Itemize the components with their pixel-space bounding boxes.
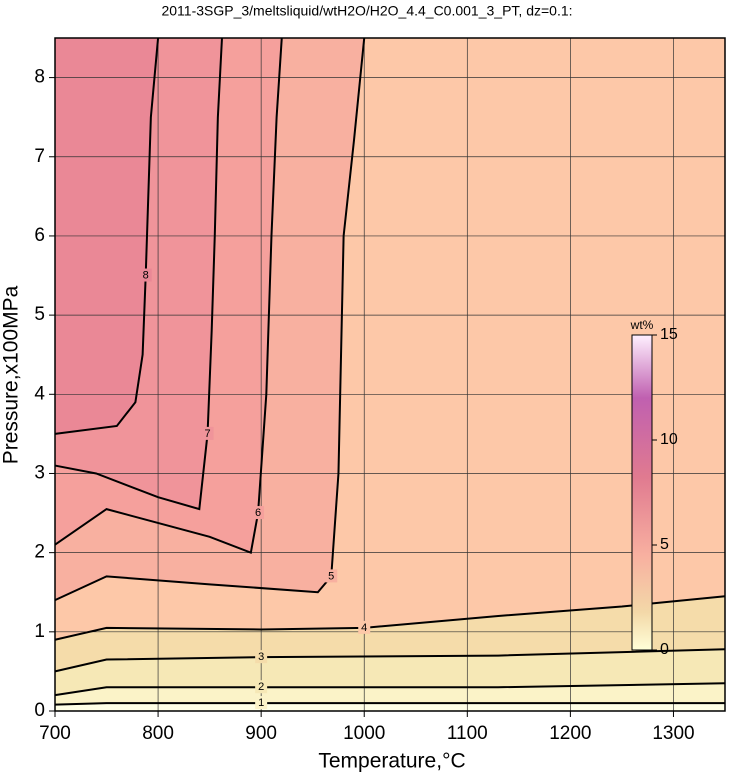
- colorbar-tick-label: 10: [660, 431, 678, 448]
- contour-label-box: [325, 569, 338, 583]
- colorbar-tick-label: 0: [660, 641, 669, 658]
- x-tick-label: 700: [39, 723, 71, 744]
- contour-label-box: [255, 696, 268, 710]
- contour-label: 1: [258, 697, 264, 709]
- contour-label-box: [139, 268, 152, 282]
- colorbar-label: wt%: [630, 318, 654, 332]
- x-tick-label: 1100: [447, 723, 488, 744]
- contour-label: 2: [258, 681, 264, 693]
- x-tick-label: 800: [142, 723, 174, 744]
- y-tick-label: 0: [34, 700, 45, 721]
- y-tick-label: 7: [34, 146, 45, 167]
- contour-label: 5: [328, 570, 334, 582]
- colorbar-scale: [631, 334, 653, 651]
- colorbar-tick-label: 5: [660, 536, 669, 553]
- contour-line: [54, 37, 160, 435]
- contour-label-box: [255, 680, 268, 694]
- contour-label: 6: [255, 507, 261, 519]
- y-tick-label: 4: [34, 383, 45, 404]
- y-tick-label: 2: [34, 542, 45, 563]
- contour-label-box: [358, 620, 371, 634]
- x-axis-label: Temperature,°C: [318, 750, 465, 773]
- contour-label-box: [201, 426, 214, 440]
- contour-label-box: [255, 650, 268, 664]
- chart-title: 2011-3SGP_3/meltsliquid/wtH2O/H2O_4.4_C0…: [161, 3, 572, 19]
- y-tick-label: 1: [34, 621, 45, 642]
- y-tick-label: 3: [34, 462, 45, 483]
- y-tick-label: 8: [34, 67, 45, 88]
- x-tick-label: 1300: [652, 723, 694, 744]
- contour-label-box: [252, 506, 265, 520]
- plot-frame: [54, 37, 726, 712]
- y-tick-label: 5: [34, 304, 45, 325]
- y-axis-label: Pressure,x100MPa: [0, 285, 23, 464]
- x-tick-label: 900: [245, 723, 277, 744]
- contour-label: 3: [258, 651, 264, 663]
- colorbar-tick-label: 15: [660, 326, 678, 343]
- x-tick-label: 1200: [549, 723, 591, 744]
- plot-area: 1 2 3 4 5 6 7 8: [54, 37, 726, 712]
- contour-label: 4: [361, 622, 367, 634]
- contour-label: 8: [143, 269, 149, 281]
- contour-label: 7: [204, 428, 210, 440]
- y-tick-label: 6: [34, 225, 45, 246]
- colorbar: wt% 0 5 10 15: [630, 318, 678, 658]
- x-tick-label: 1000: [343, 723, 385, 744]
